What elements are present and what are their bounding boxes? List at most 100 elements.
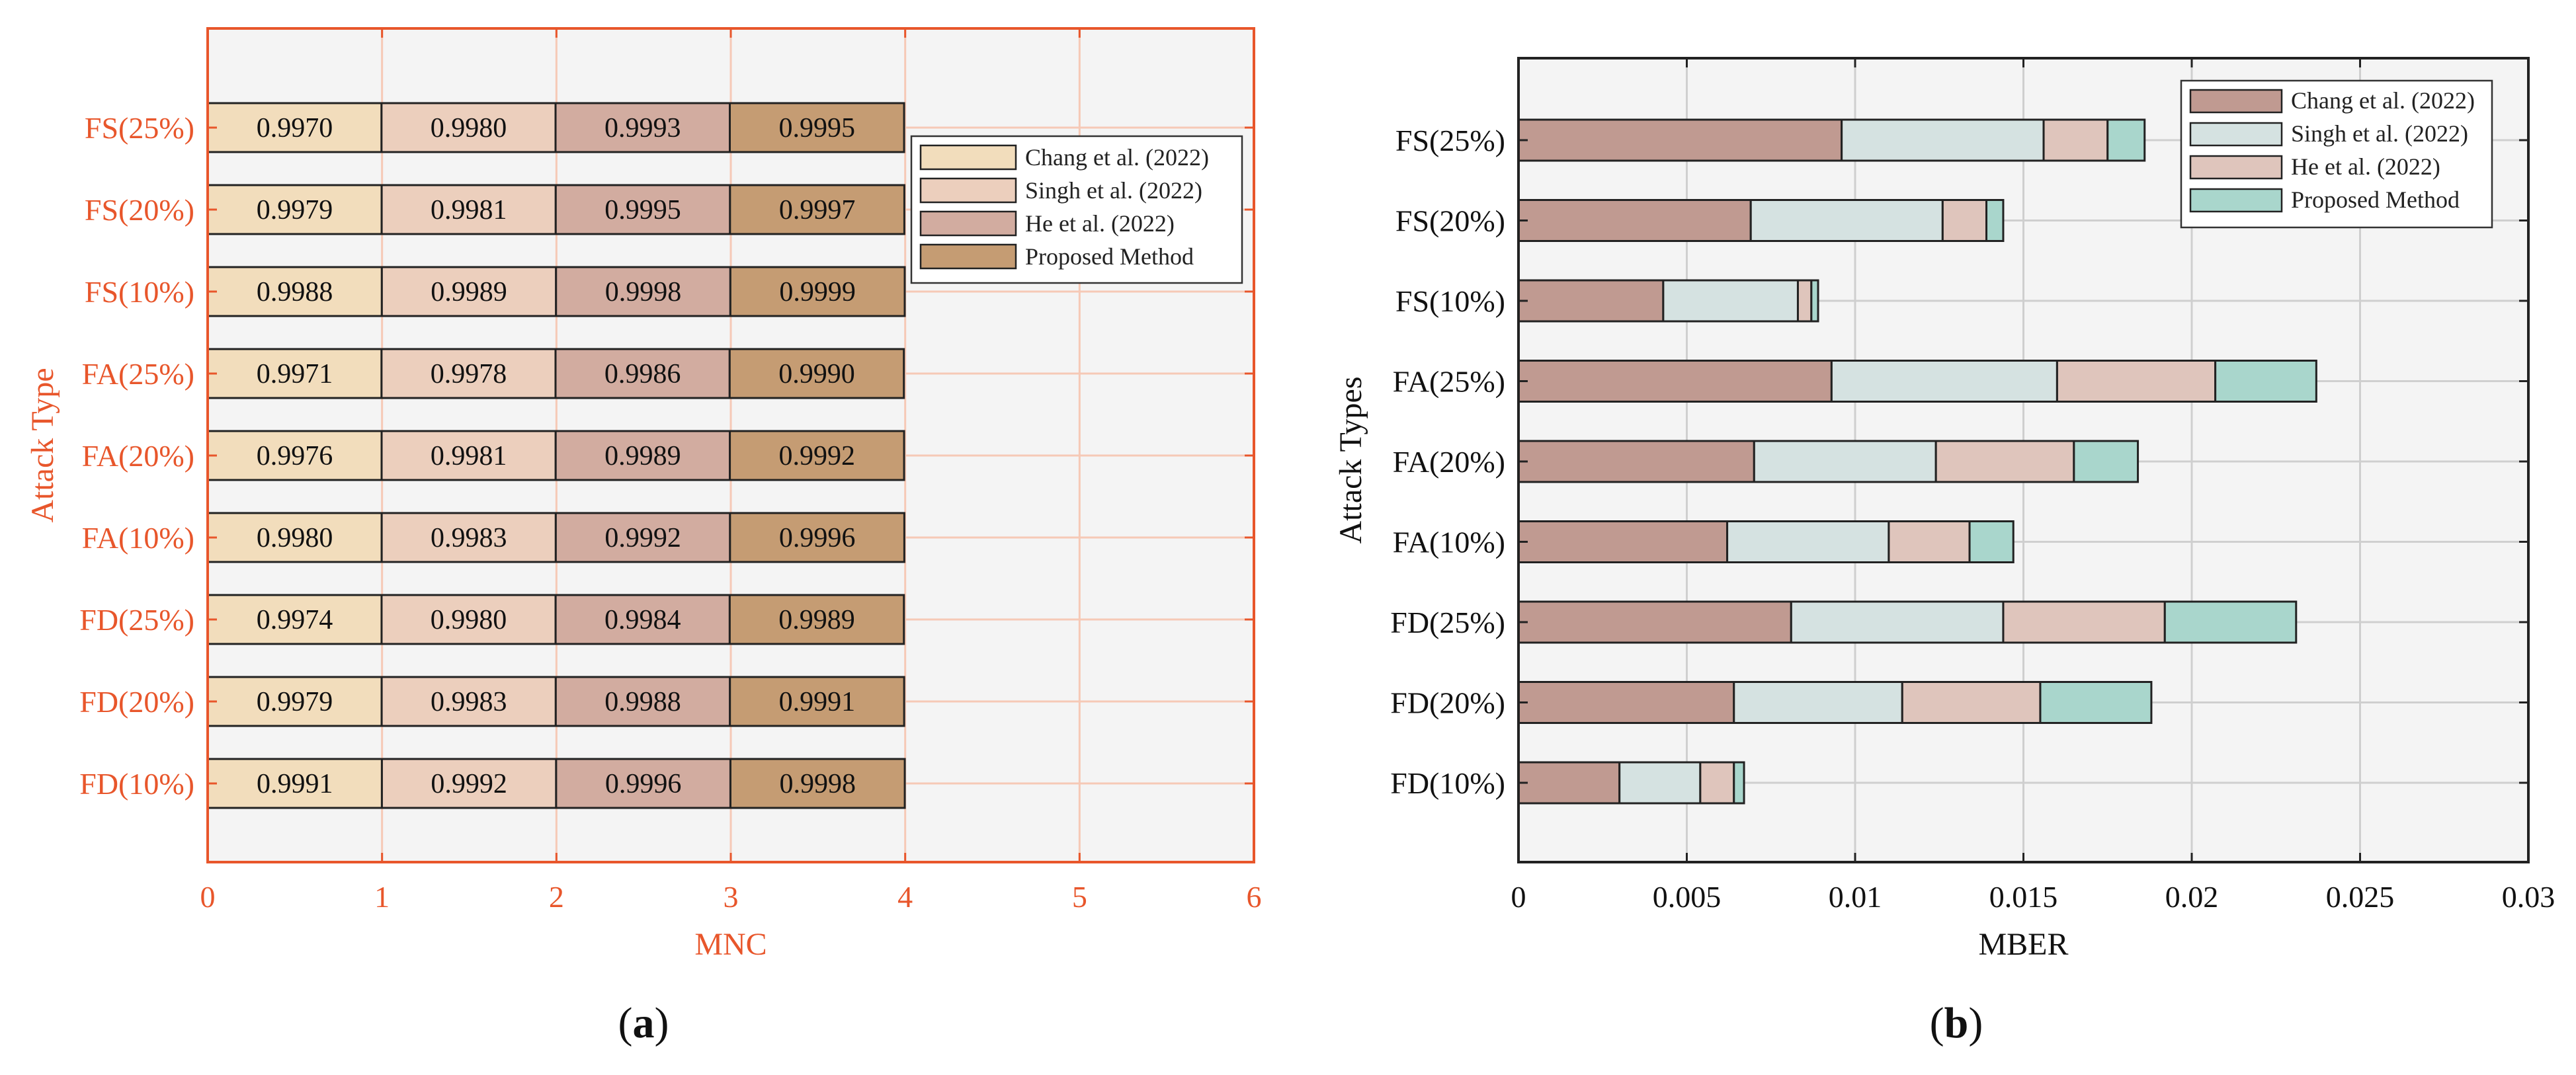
bar-data-label: 0.9988: [604, 687, 681, 717]
legend: Chang et al. (2022) Singh et al. (2022) He…: [910, 135, 1243, 284]
bar-data-label: 0.9995: [604, 195, 681, 225]
x-tick-label: 6: [1247, 880, 1262, 914]
y-tick-label: FA(10%): [1393, 526, 1505, 559]
x-tick-label: 0.03: [2502, 880, 2555, 914]
y-tick-label: FS(20%): [1395, 204, 1505, 238]
x-tick-label: 0.005: [1653, 880, 1722, 914]
bar-proposed-method: [729, 266, 906, 317]
bar-data-label: 0.9996: [605, 769, 682, 799]
bar-proposed-method: [729, 184, 905, 235]
bar-singh-et-al-2022: [1662, 279, 1799, 323]
y-tick-label: FD(20%): [79, 685, 194, 719]
x-tick-label: 0: [200, 880, 216, 914]
bar-data-label: 0.9991: [257, 769, 333, 799]
bar-data-label: 0.9986: [604, 359, 681, 389]
x-tick-label: 0.015: [1989, 880, 2058, 914]
y-tick-label: FA(20%): [82, 439, 194, 473]
bar-chang-et-al-2022: [206, 348, 383, 399]
bar-chang-et-al-2022: [206, 266, 383, 317]
bar-data-label: 0.9992: [779, 441, 856, 471]
bar-data-label: 0.9989: [778, 605, 855, 635]
bar-singh-et-al-2022: [1841, 118, 2045, 162]
bar-he-et-al-2022: [554, 594, 731, 645]
bar-chang-et-al-2022: [1517, 279, 1665, 323]
bar-data-label: 0.9991: [779, 687, 856, 717]
bar-he-et-al-2022: [555, 266, 731, 317]
legend-label: He et al. (2022): [2291, 153, 2440, 180]
bar-data-label: 0.9983: [431, 523, 507, 553]
x-tick-label: 5: [1072, 880, 1087, 914]
legend-swatch: [2189, 155, 2283, 180]
bar-he-et-al-2022: [1888, 520, 1971, 563]
legend: Chang et al. (2022) Singh et al. (2022) He…: [2180, 79, 2493, 229]
bar-he-et-al-2022: [1901, 681, 2042, 724]
bar-data-label: 0.9974: [257, 605, 333, 635]
bar-proposed-method: [1968, 520, 2015, 563]
bar-chang-et-al-2022: [1517, 118, 1843, 162]
caption-a: (a): [618, 999, 669, 1047]
bar-data-label: 0.9996: [779, 523, 856, 553]
bar-proposed-method: [1810, 279, 1819, 323]
bar-singh-et-al-2022: [1733, 681, 1903, 724]
bar-proposed-method: [728, 594, 905, 645]
bar-proposed-method: [2106, 118, 2146, 162]
x-tick-label: 1: [374, 880, 390, 914]
x-tick-label: 0: [1511, 880, 1526, 914]
y-tick-label: FA(20%): [1393, 445, 1505, 479]
bar-singh-et-al-2022: [380, 102, 557, 153]
bar-he-et-al-2022: [1699, 761, 1735, 805]
y-axis-label: Attack Types: [1333, 376, 1368, 543]
bar-data-label: 0.9976: [257, 441, 333, 471]
bar-data-label: 0.9981: [431, 195, 507, 225]
bar-data-label: 0.9981: [431, 441, 507, 471]
x-tick-label: 4: [897, 880, 913, 914]
y-axis-label: Attack Type: [25, 368, 60, 522]
bar-data-label: 0.9980: [431, 605, 507, 635]
chart-a: 0.9970 0.9979 0.9988 0.9971 0.9976 0.9980 0.99…: [25, 27, 1262, 962]
bar-chang-et-al-2022: [1517, 600, 1792, 644]
bar-data-label: 0.9998: [780, 769, 856, 799]
x-tick-label: 2: [549, 880, 564, 914]
bar-data-label: 0.9979: [257, 687, 333, 717]
bar-proposed-method: [728, 348, 905, 399]
bar-he-et-al-2022: [554, 184, 731, 235]
y-tick-label: FD(10%): [1390, 766, 1505, 800]
bar-proposed-method: [728, 102, 905, 153]
y-tick-label: FA(25%): [82, 357, 194, 391]
y-tick-label: FD(25%): [79, 603, 194, 637]
x-tick-label: 0.02: [2165, 880, 2219, 914]
bar-chang-et-al-2022: [1517, 440, 1755, 483]
bar-chang-et-al-2022: [1517, 520, 1729, 563]
legend-swatch: [919, 243, 1017, 270]
bar-proposed-method: [2214, 360, 2317, 403]
y-tick-label: FA(10%): [82, 521, 194, 555]
bar-data-label: 0.9970: [257, 113, 333, 143]
chart-b: 0 0.005 0.01 0.015 0.02 0.025 0.03 FS(25%) FS(20…: [1333, 57, 2555, 962]
bar-proposed-method: [729, 430, 905, 481]
bar-data-label: 0.9993: [604, 113, 681, 143]
y-tick-label: FS(10%): [1395, 284, 1505, 318]
caption-b: (b): [1929, 999, 1983, 1047]
bar-proposed-method: [729, 676, 905, 727]
legend-label: Proposed Method: [1025, 243, 1194, 270]
x-axis-label: MNC: [694, 927, 767, 962]
legend-label: Singh et al. (2022): [2291, 120, 2468, 147]
bar-data-label: 0.9998: [605, 277, 682, 307]
bar-proposed-method: [1733, 761, 1745, 805]
bar-chang-et-al-2022: [206, 430, 383, 481]
bar-chang-et-al-2022: [206, 512, 383, 563]
bar-data-label: 0.9999: [779, 277, 856, 307]
bar-singh-et-al-2022: [1790, 600, 2005, 644]
bar-he-et-al-2022: [1796, 279, 1813, 323]
legend-label: Proposed Method: [2291, 186, 2460, 213]
legend-label: Singh et al. (2022): [1025, 177, 1202, 204]
bar-he-et-al-2022: [554, 430, 731, 481]
bar-proposed-method: [2163, 600, 2298, 644]
legend-swatch: [2189, 122, 2283, 147]
bar-data-label: 0.9983: [431, 687, 507, 717]
legend-swatch: [2189, 188, 2283, 213]
y-tick-label: FD(25%): [1390, 606, 1505, 639]
bar-data-label: 0.9984: [604, 605, 681, 635]
x-axis-label: MBER: [1978, 927, 2068, 962]
